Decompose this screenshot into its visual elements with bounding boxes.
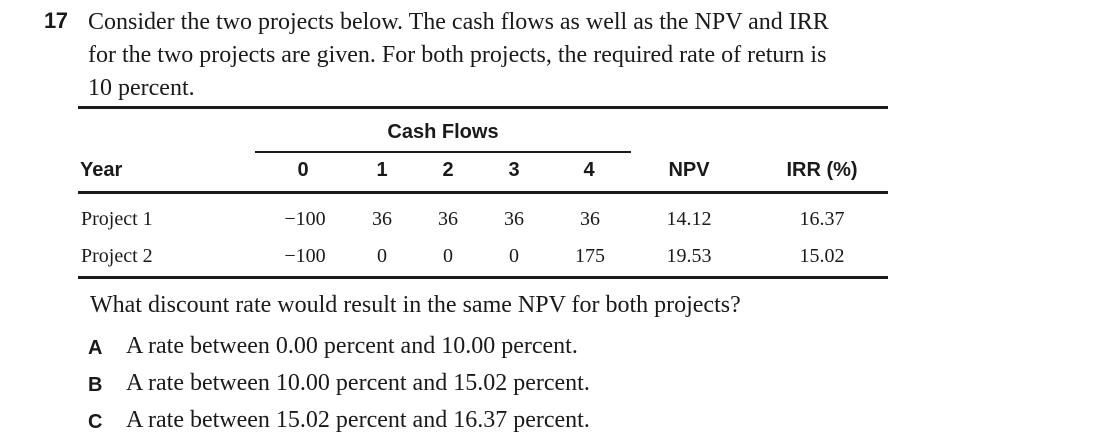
question-stem: Consider the two projects below. The cas… — [88, 6, 908, 105]
table-top-rule — [78, 106, 888, 109]
table-header-rule — [78, 191, 888, 194]
question-number: 17 — [44, 8, 68, 33]
header-year-4: 4 — [583, 159, 595, 181]
cell-year-2: 0 — [443, 245, 453, 267]
cash-flows-group-rule — [255, 151, 631, 153]
cell-year-4: 175 — [575, 245, 605, 267]
header-year-0: 0 — [297, 159, 309, 181]
cell-year-3: 0 — [509, 245, 519, 267]
cell-year-0: −100 — [284, 245, 326, 267]
cell-irr: 16.37 — [799, 208, 845, 230]
cell-npv: 14.12 — [666, 208, 712, 230]
option-text: A rate between 10.00 percent and 15.02 p… — [126, 370, 590, 396]
cell-year-4: 36 — [580, 208, 600, 230]
cell-year-1: 0 — [377, 245, 387, 267]
cell-year-2: 36 — [438, 208, 458, 230]
question-text: What discount rate would result in the s… — [90, 292, 741, 318]
option-letter: C — [88, 411, 103, 433]
header-year-1: 1 — [376, 159, 388, 181]
row-label: Project 1 — [81, 208, 153, 230]
cell-year-0: −100 — [284, 208, 326, 230]
stem-line: Consider the two projects below. The cas… — [88, 9, 829, 35]
cell-npv: 19.53 — [666, 245, 712, 267]
option-text: A rate between 0.00 percent and 10.00 pe… — [126, 333, 578, 359]
cash-flows-group-header: Cash Flows — [387, 121, 499, 143]
option-letter: B — [88, 374, 103, 396]
header-year: Year — [80, 159, 123, 181]
cell-year-3: 36 — [504, 208, 524, 230]
header-npv: NPV — [668, 159, 710, 181]
cell-irr: 15.02 — [799, 245, 845, 267]
header-irr: IRR (%) — [786, 159, 858, 181]
option-text: A rate between 15.02 percent and 16.37 p… — [126, 407, 590, 433]
row-label: Project 2 — [81, 245, 153, 267]
table-bottom-rule — [78, 276, 888, 279]
option-letter: A — [88, 337, 103, 359]
stem-line: for the two projects are given. For both… — [88, 42, 827, 68]
header-year-3: 3 — [508, 159, 520, 181]
header-year-2: 2 — [442, 159, 454, 181]
stem-line: 10 percent. — [88, 75, 195, 101]
cell-year-1: 36 — [372, 208, 392, 230]
